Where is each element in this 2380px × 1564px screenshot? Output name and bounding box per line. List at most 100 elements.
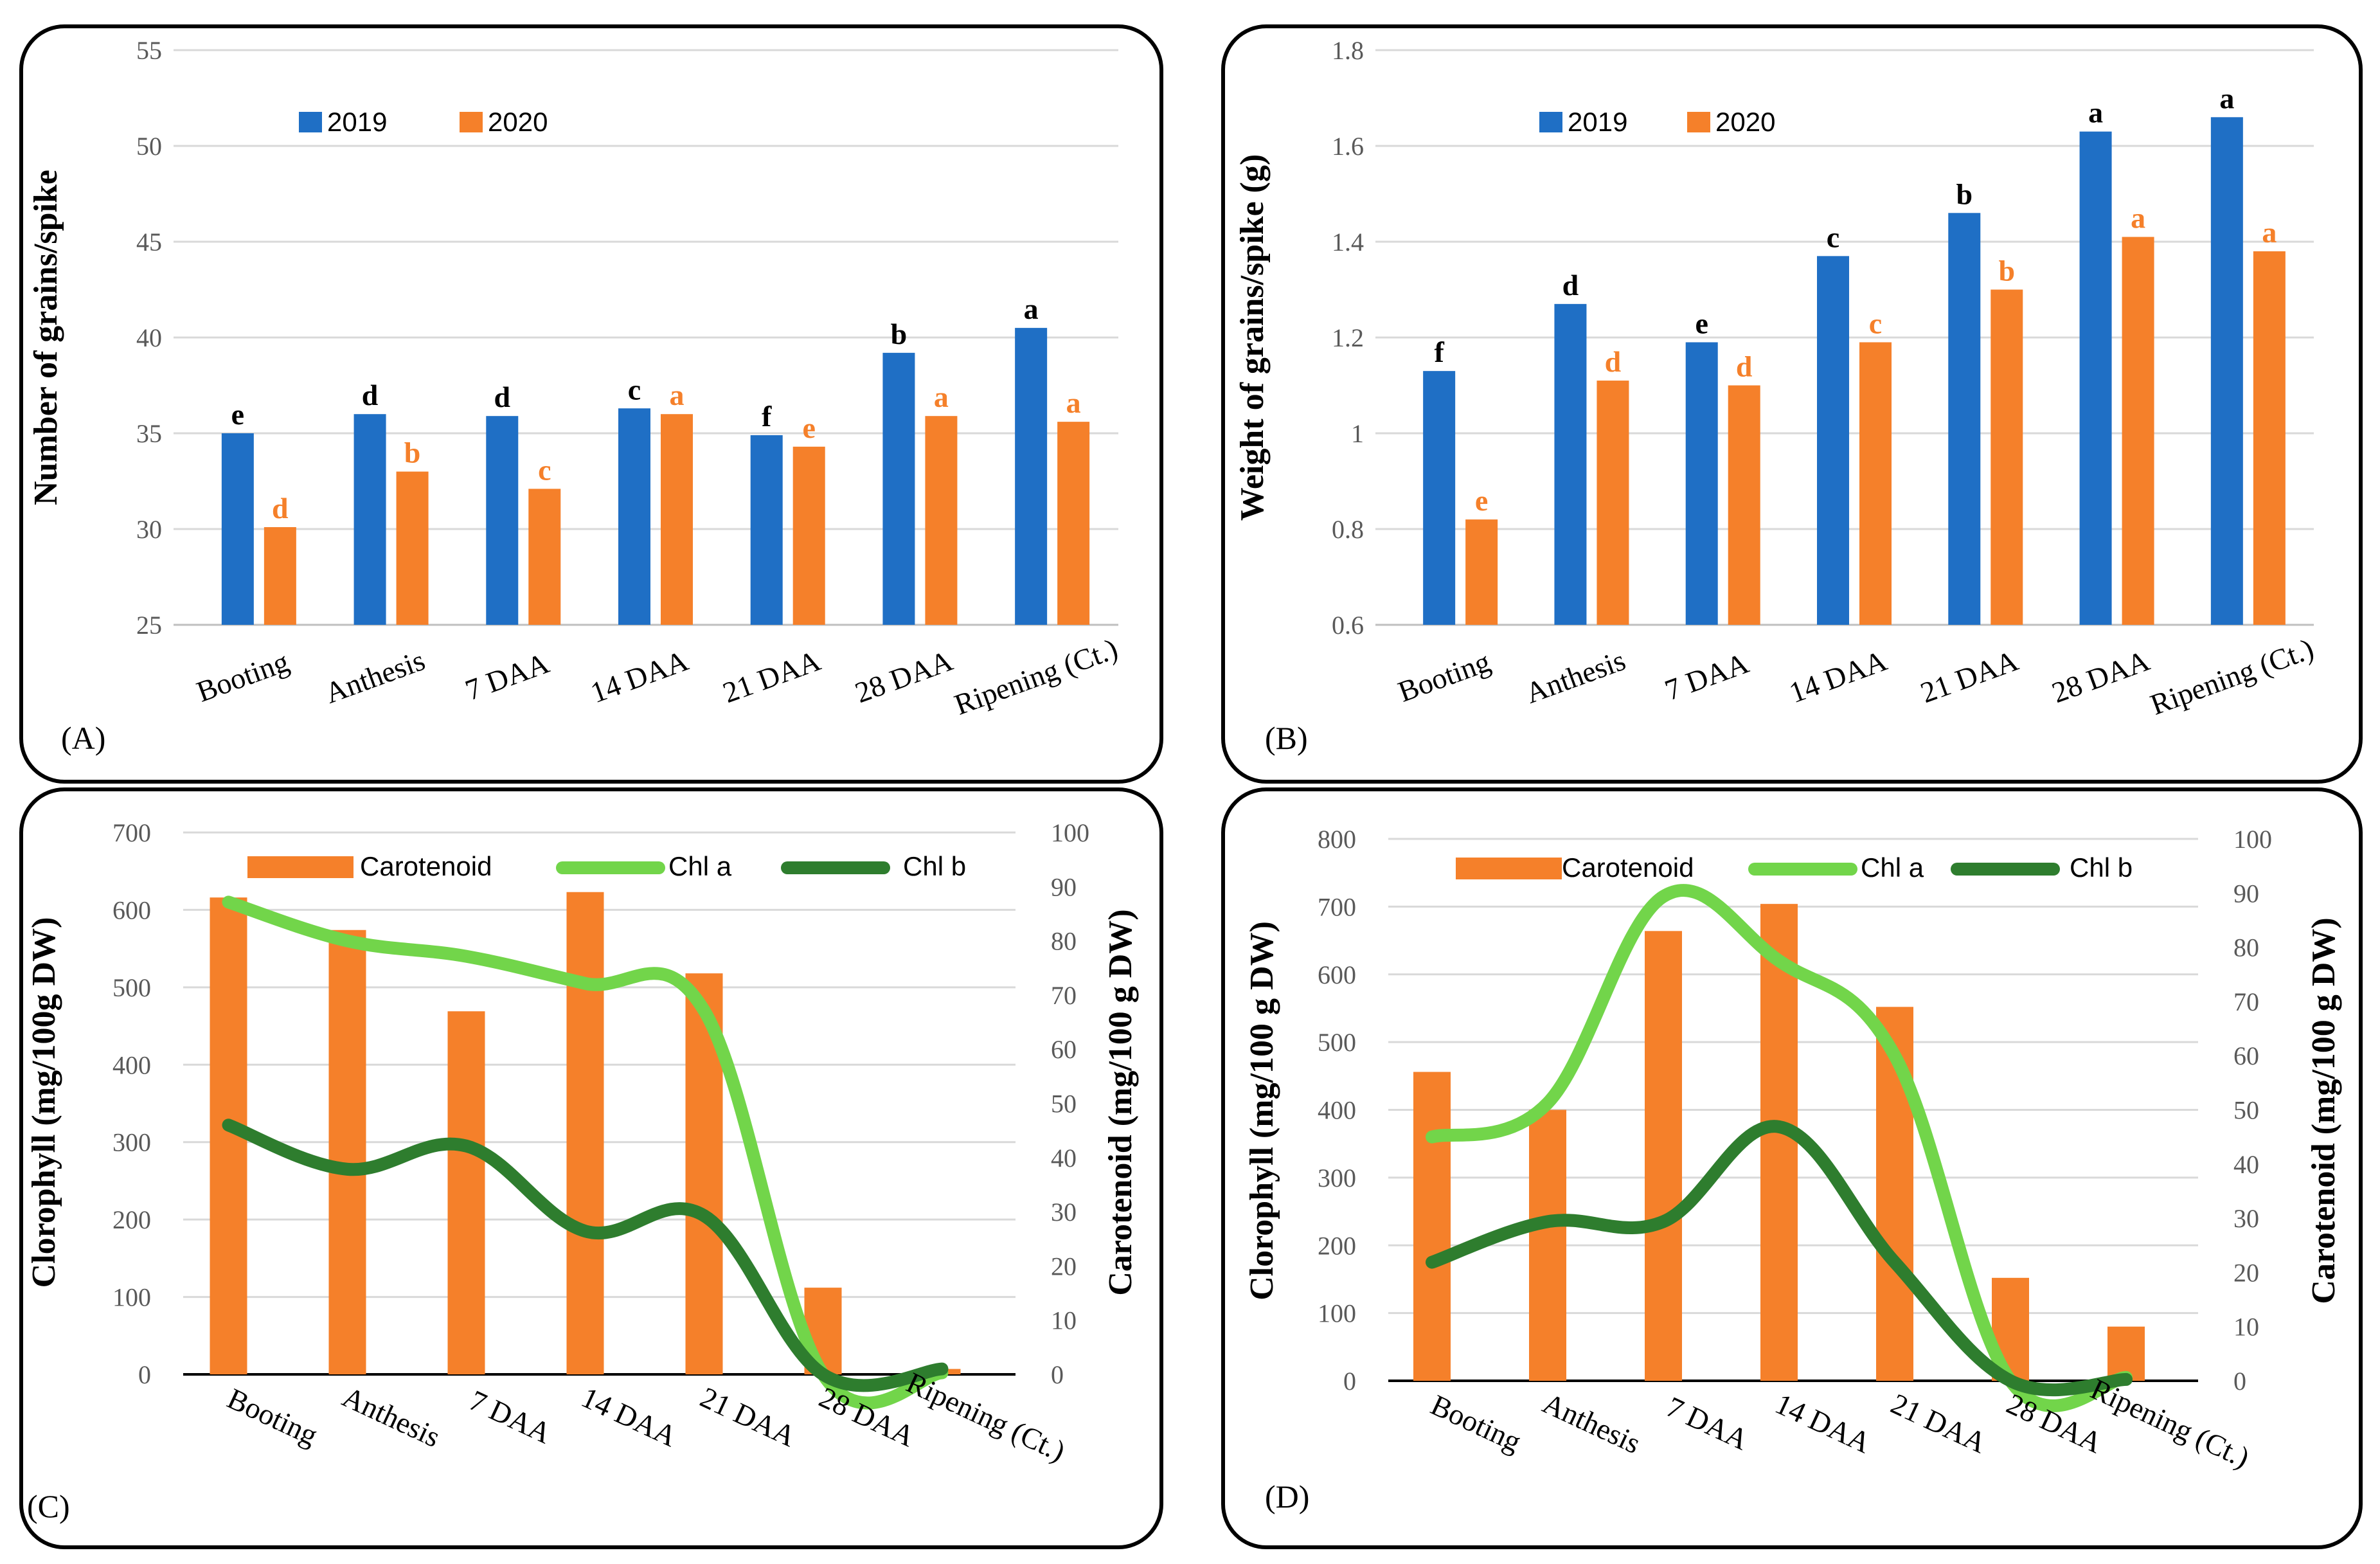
category-label: 28 DAA xyxy=(2048,644,2154,710)
significance-letter: a xyxy=(934,381,949,413)
series-line-chl-b xyxy=(222,1119,949,1392)
y-tick-label: 1.8 xyxy=(1332,36,1364,65)
significance-letter: d xyxy=(1605,345,1622,378)
y-tick-label: 25 xyxy=(136,611,162,640)
significance-letter: a xyxy=(2088,96,2103,129)
significance-letter: a xyxy=(2262,216,2277,249)
y-tick-label: 800 xyxy=(1318,825,1356,854)
significance-letter: a xyxy=(2219,82,2234,114)
legend-label: Carotenoid xyxy=(1562,852,1694,883)
legend-swatch-carotenoid xyxy=(1456,858,1562,879)
y-tick-label: 600 xyxy=(112,895,151,924)
y2-tick-label: 70 xyxy=(2233,987,2259,1016)
y-tick-label: 1.2 xyxy=(1332,323,1364,352)
bar-carotenoid-14-daa xyxy=(1760,904,1798,1381)
category-label: Ripening (Ct.) xyxy=(2146,632,2318,721)
bar-2019-14-daa xyxy=(618,408,650,625)
significance-letter: b xyxy=(891,318,908,350)
y-tick-label: 1.4 xyxy=(1332,228,1364,256)
y-tick-label: 50 xyxy=(136,132,162,161)
bar-2020-28-daa xyxy=(2122,237,2154,625)
y2-tick-label: 30 xyxy=(2233,1204,2259,1233)
significance-letter: b xyxy=(404,436,421,469)
y2-tick-label: 80 xyxy=(2233,933,2259,962)
bar-2020-ripening-ct- xyxy=(2253,251,2286,625)
y-tick-label: 0 xyxy=(1343,1367,1356,1396)
y-tick-label: 600 xyxy=(1318,960,1356,989)
legend-label: Carotenoid xyxy=(360,851,492,881)
category-label: Anthesis xyxy=(1521,643,1630,710)
bar-2019-7-daa xyxy=(486,416,519,625)
category-label: 21 DAA xyxy=(1916,644,2022,710)
y2-tick-label: 40 xyxy=(2233,1150,2259,1179)
category-label: Ripening (Ct.) xyxy=(950,632,1122,721)
bar-carotenoid-booting xyxy=(1413,1072,1451,1381)
y2-tick-label: 100 xyxy=(2233,825,2272,854)
significance-letter: e xyxy=(1475,484,1488,517)
bar-carotenoid-7-daa xyxy=(1645,931,1682,1381)
bar-2019-ripening-ct- xyxy=(2210,117,2243,625)
legend-swatch-2020 xyxy=(1687,112,1710,132)
y-tick-label: 45 xyxy=(136,228,162,256)
category-label: 14 DAA xyxy=(586,644,692,710)
significance-letter: e xyxy=(803,411,816,444)
significance-letter: d xyxy=(1562,269,1579,301)
y-tick-label: 100 xyxy=(1318,1299,1356,1328)
y-tick-label: 1.6 xyxy=(1332,132,1364,161)
bar-2020-booting xyxy=(264,527,296,625)
panel-a xyxy=(19,24,1163,784)
category-label: 21 DAA xyxy=(719,644,825,710)
y2-tick-label: 10 xyxy=(1051,1306,1077,1335)
legend-label: Chl b xyxy=(2070,852,2133,883)
y-tick-label: 0 xyxy=(138,1360,151,1389)
legend-label: Chl a xyxy=(668,851,732,881)
y-tick-label: 700 xyxy=(112,818,151,847)
y2-tick-label: 80 xyxy=(1051,927,1077,956)
bar-2020-7-daa xyxy=(1728,385,1760,625)
bar-2019-21-daa xyxy=(750,435,783,625)
y2-tick-label: 40 xyxy=(1051,1144,1077,1173)
bar-2019-booting xyxy=(1423,371,1456,625)
y-tick-label: 200 xyxy=(112,1205,151,1234)
y-tick-label: 35 xyxy=(136,419,162,448)
significance-letter: c xyxy=(1869,307,1882,339)
y-tick-label: 0.8 xyxy=(1332,515,1364,544)
category-label: 7 DAA xyxy=(1661,647,1753,707)
bar-2020-14-daa xyxy=(1859,342,1892,625)
y2-tick-label: 60 xyxy=(2233,1041,2259,1070)
y-tick-label: 400 xyxy=(1318,1096,1356,1125)
y2-tick-label: 30 xyxy=(1051,1198,1077,1227)
legend-swatch-2019 xyxy=(1539,112,1562,132)
y-tick-label: 500 xyxy=(112,973,151,1002)
legend-label: 2019 xyxy=(327,107,387,137)
legend-swatch-2020 xyxy=(460,112,483,132)
legend-label: 2019 xyxy=(1568,107,1627,137)
category-label: 7 DAA xyxy=(461,647,553,707)
bar-carotenoid-anthesis xyxy=(1529,1110,1566,1381)
bar-2020-28-daa xyxy=(925,416,958,625)
y2-tick-label: 0 xyxy=(1051,1360,1064,1389)
panel-b xyxy=(1221,24,2363,784)
y2label: Carotenoid (mg/100 g DW) xyxy=(2305,917,2342,1304)
bar-2020-anthesis xyxy=(396,471,429,625)
y2-tick-label: 50 xyxy=(1051,1090,1077,1119)
bar-2019-28-daa xyxy=(2079,131,2112,625)
y-tick-label: 100 xyxy=(112,1283,151,1312)
significance-letter: f xyxy=(762,400,772,433)
significance-letter: e xyxy=(1696,307,1708,339)
bar-2019-booting xyxy=(221,433,254,625)
y-tick-label: 0.6 xyxy=(1332,611,1364,640)
y2-tick-label: 90 xyxy=(2233,879,2259,908)
category-label: Booting xyxy=(192,645,293,708)
significance-letter: a xyxy=(1024,292,1039,325)
ylabel: Weight of grains/spike (g) xyxy=(1234,154,1271,521)
y2-tick-label: 0 xyxy=(2233,1367,2246,1396)
significance-letter: d xyxy=(362,379,379,411)
y-tick-label: 300 xyxy=(1318,1164,1356,1192)
significance-letter: a xyxy=(2131,202,2145,235)
y2-tick-label: 20 xyxy=(1051,1252,1077,1281)
legend-swatch-2019 xyxy=(299,112,322,132)
panel-label: (C) xyxy=(27,1488,70,1524)
category-label: 14 DAA xyxy=(577,1381,682,1453)
